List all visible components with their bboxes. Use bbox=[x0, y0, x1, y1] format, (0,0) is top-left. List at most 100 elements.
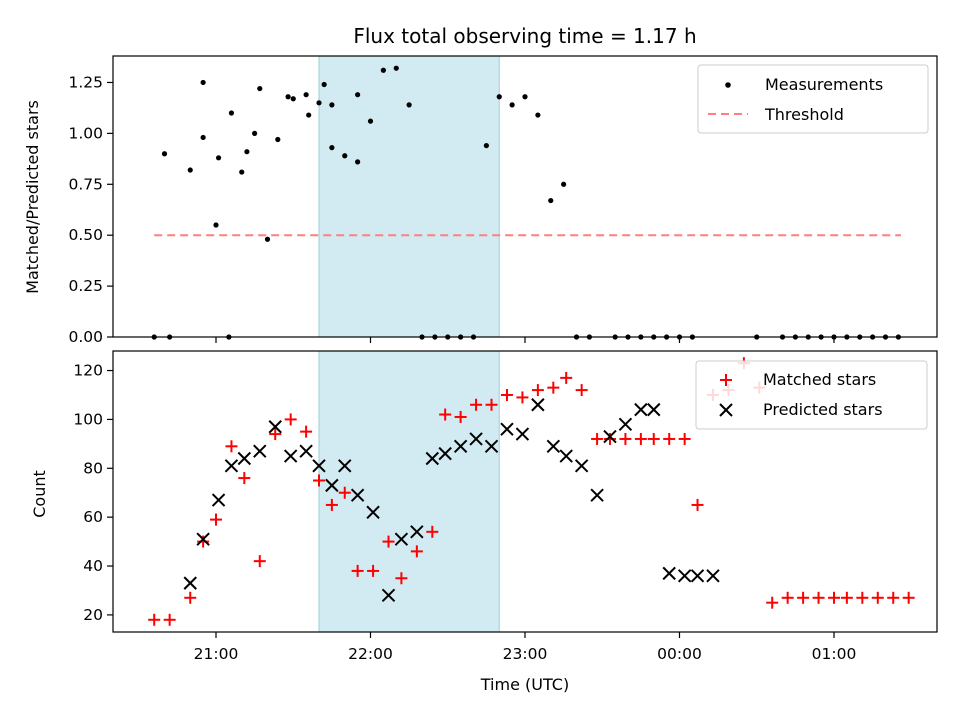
matched-star-point bbox=[382, 535, 395, 548]
legend-measurements-marker bbox=[725, 82, 731, 88]
measurement-point bbox=[257, 85, 263, 92]
measurement-point bbox=[355, 92, 361, 98]
y-tick-label: 100 bbox=[73, 410, 103, 428]
matched-star-point bbox=[531, 384, 544, 397]
matched-star-point bbox=[619, 432, 632, 445]
matched-star-point bbox=[547, 381, 560, 394]
y-tick-label: 0.75 bbox=[68, 175, 103, 193]
predicted-stars-points bbox=[183, 398, 720, 603]
highlight-span-rect bbox=[318, 350, 500, 633]
matched-star-point bbox=[325, 498, 338, 511]
bottom-highlight-span bbox=[318, 350, 500, 633]
predicted-star-point bbox=[453, 439, 468, 454]
predicted-star-point bbox=[253, 444, 267, 458]
top-panel: 0.00 0.25 0.50 0.75 1.00 1.25 Matched/Predict… bbox=[23, 55, 938, 346]
measurement-point bbox=[275, 136, 281, 143]
measurement-point bbox=[161, 151, 168, 157]
predicted-star-point bbox=[706, 569, 720, 583]
bottom-legend-box bbox=[695, 360, 928, 430]
y-tick-label: 1.00 bbox=[68, 124, 103, 142]
matched-star-point bbox=[634, 432, 647, 445]
x-tick-label: 23:00 bbox=[503, 645, 548, 663]
predicted-star-point bbox=[350, 488, 365, 502]
measurement-point bbox=[213, 222, 219, 228]
measurement-point bbox=[303, 92, 309, 98]
predicted-star-point bbox=[469, 432, 483, 446]
x-tick-label: 01:00 bbox=[812, 645, 857, 663]
predicted-star-point bbox=[500, 422, 514, 436]
predicted-star-point bbox=[196, 532, 210, 546]
predicted-star-point bbox=[531, 398, 545, 412]
measurement-point bbox=[367, 118, 374, 124]
x-axis-label: Time (UTC) bbox=[480, 675, 569, 694]
predicted-star-point bbox=[484, 439, 499, 454]
matched-star-point bbox=[828, 591, 840, 604]
matched-star-point bbox=[887, 591, 900, 604]
matched-star-point bbox=[410, 545, 423, 558]
measurement-point bbox=[187, 167, 193, 173]
matched-star-point bbox=[500, 388, 513, 401]
matched-star-point bbox=[856, 591, 869, 604]
measurement-point bbox=[200, 134, 206, 141]
y-tick-label: 0.00 bbox=[68, 328, 103, 346]
measurement-point bbox=[393, 65, 399, 71]
predicted-star-point bbox=[574, 459, 589, 473]
predicted-star-point bbox=[438, 446, 452, 461]
measurement-point bbox=[316, 100, 322, 106]
matched-star-point bbox=[269, 428, 282, 441]
predicted-star-point bbox=[312, 459, 326, 473]
predicted-star-point bbox=[690, 569, 705, 583]
matched-star-point bbox=[902, 591, 915, 604]
matched-star-point bbox=[591, 432, 604, 445]
matched-star-point bbox=[691, 498, 704, 511]
predicted-star-point bbox=[211, 493, 226, 507]
matched-star-point bbox=[148, 613, 161, 626]
x-tick-label: 22:00 bbox=[348, 645, 393, 663]
predicted-star-point bbox=[366, 505, 380, 519]
measurement-point bbox=[535, 112, 541, 118]
matched-star-point bbox=[575, 384, 588, 397]
measurement-point bbox=[244, 149, 250, 155]
predicted-star-point bbox=[183, 576, 197, 590]
matched-star-point bbox=[184, 591, 197, 604]
measurement-point bbox=[329, 102, 335, 108]
matched-star-point bbox=[871, 591, 884, 604]
top-highlight-span bbox=[318, 55, 500, 338]
predicted-star-point bbox=[559, 449, 573, 463]
matched-star-point bbox=[797, 591, 810, 604]
matched-star-point bbox=[367, 564, 380, 577]
predicted-star-point bbox=[325, 478, 339, 493]
measurement-points bbox=[151, 65, 901, 340]
bottom-x-ticks: 21:00 22:00 23:00 00:00 01:00 bbox=[194, 632, 857, 663]
matched-star-point bbox=[225, 440, 238, 453]
predicted-star-point bbox=[590, 488, 604, 502]
matched-star-point bbox=[300, 425, 313, 438]
matched-star-point bbox=[439, 408, 452, 421]
measurement-point bbox=[321, 81, 327, 88]
matched-star-point bbox=[516, 391, 529, 404]
matched-star-point bbox=[197, 535, 210, 548]
top-legend: Measurements Threshold bbox=[697, 64, 929, 134]
measurement-point bbox=[200, 79, 206, 86]
bottom-legend: Matched stars Predicted stars bbox=[695, 360, 928, 430]
matched-star-point bbox=[812, 591, 825, 604]
top-x-ticks bbox=[215, 337, 835, 343]
measurement-point bbox=[215, 155, 222, 161]
y-tick-label: 40 bbox=[83, 557, 103, 575]
chart-title: Flux total observing time = 1.17 h bbox=[353, 24, 696, 48]
legend-predicted-label: Predicted stars bbox=[763, 400, 883, 419]
matched-star-point bbox=[284, 413, 297, 426]
matched-star-point bbox=[781, 591, 794, 604]
predicted-star-point bbox=[410, 525, 424, 539]
y-tick-label: 80 bbox=[83, 459, 103, 477]
measurement-point bbox=[496, 94, 502, 100]
x-tick-label: 21:00 bbox=[194, 645, 239, 663]
y-tick-label: 60 bbox=[83, 508, 103, 526]
measurement-point bbox=[548, 197, 554, 204]
measurement-point bbox=[329, 145, 335, 151]
legend-matched-marker bbox=[720, 374, 732, 386]
matched-star-point bbox=[470, 398, 483, 411]
predicted-star-point bbox=[603, 429, 617, 444]
measurement-point bbox=[483, 142, 489, 149]
